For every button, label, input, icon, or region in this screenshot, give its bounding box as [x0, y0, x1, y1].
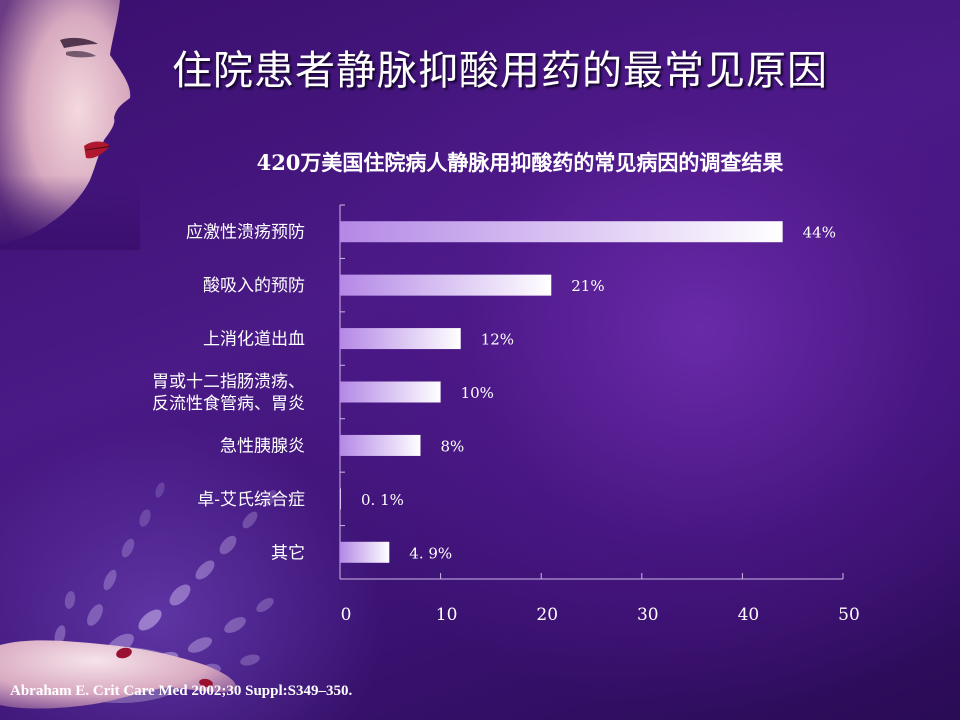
x-tick-label: 30: [637, 605, 659, 625]
x-tick-label: 0: [341, 605, 352, 625]
category-label: 其它: [271, 543, 305, 563]
x-tick-label: 50: [838, 605, 860, 625]
bar-value-label: 4. 9%: [409, 544, 452, 562]
bar-value-label: 44%: [803, 224, 836, 242]
hand-illustration: [0, 640, 237, 709]
category-label: 卓-艾氏综合症: [197, 490, 305, 510]
category-label: 急性胰腺炎: [220, 436, 305, 456]
bar: [340, 221, 783, 243]
slide-title: 住院患者静脉抑酸用药的最常见原因: [172, 48, 828, 94]
category-label: 上消化道出血: [203, 330, 305, 350]
face-illustration: [0, 0, 140, 250]
bar-value-label: 0. 1%: [361, 491, 404, 509]
x-tick-label: 10: [436, 605, 458, 625]
bar: [340, 488, 342, 510]
bar-value-label: 10%: [461, 384, 494, 402]
bar: [340, 541, 390, 563]
bar-value-label: 8%: [440, 437, 464, 455]
x-tick-label: 40: [738, 605, 760, 625]
category-label: 反流性食管病、胃炎: [152, 394, 305, 414]
bar: [340, 328, 461, 350]
category-label: 酸吸入的预防: [203, 276, 305, 296]
category-label: 胃或十二指肠溃疡、: [152, 372, 305, 392]
x-tick-label: 20: [536, 605, 558, 625]
chart-title: 420万美国住院病人静脉用抑酸药的常见病因的调查结果: [256, 150, 784, 175]
citation: Abraham E. Crit Care Med 2002;30 Suppl:S…: [10, 683, 353, 699]
bar-value-label: 21%: [571, 277, 604, 295]
bar: [340, 434, 421, 456]
bar: [340, 381, 441, 403]
bar: [340, 274, 552, 296]
category-label: 应激性溃疡预防: [186, 223, 305, 243]
bar-value-label: 12%: [481, 331, 514, 349]
